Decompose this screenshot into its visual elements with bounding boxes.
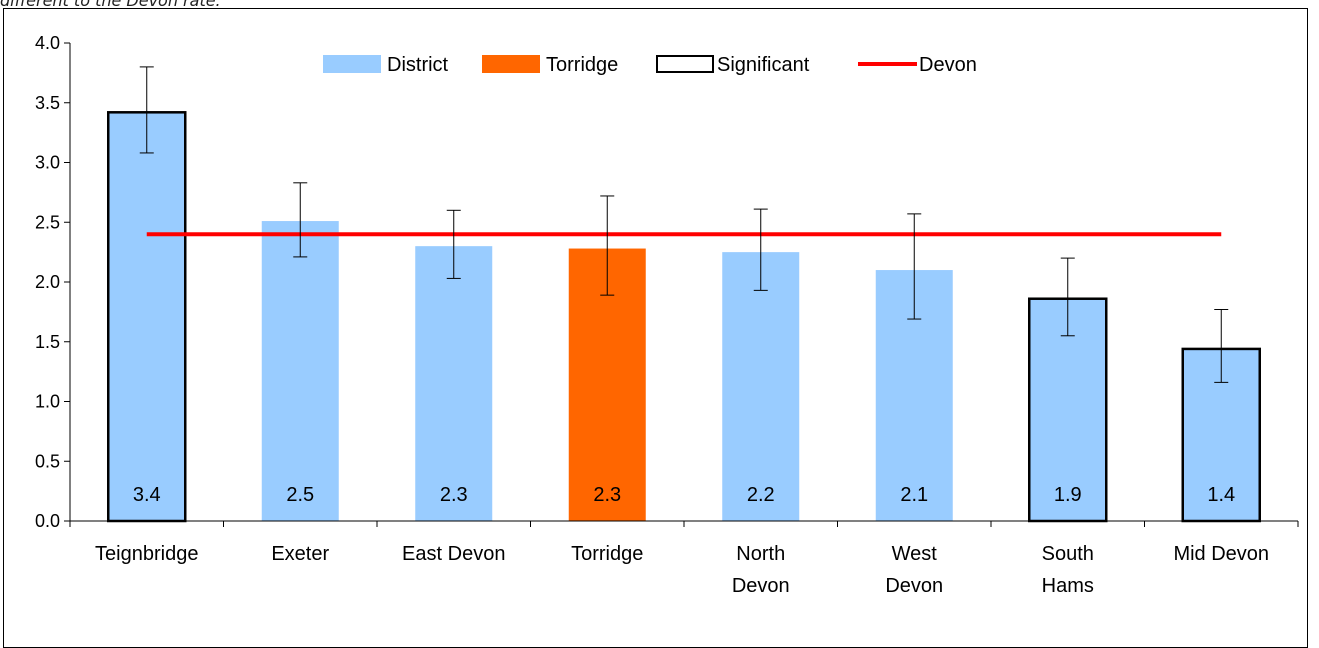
y-tick-label: 0.0 bbox=[35, 511, 60, 531]
x-tick-label: North bbox=[736, 543, 785, 565]
bar bbox=[107, 111, 187, 523]
y-tick-label: 2.5 bbox=[35, 212, 60, 232]
legend: District Torridge Significant Devon bbox=[313, 44, 1033, 84]
data-label: 2.2 bbox=[747, 484, 775, 506]
data-label: 1.4 bbox=[1207, 484, 1235, 506]
x-tick-label: Exeter bbox=[271, 543, 329, 565]
data-label: 2.3 bbox=[440, 484, 468, 506]
x-tick-label: Mid Devon bbox=[1173, 543, 1269, 565]
error-bars bbox=[139, 66, 1229, 383]
x-tick-label: Devon bbox=[885, 575, 943, 597]
x-tick-label: Devon bbox=[732, 575, 790, 597]
legend-label-torridge: Torridge bbox=[546, 54, 618, 76]
legend-swatch-significant bbox=[656, 55, 714, 73]
y-tick-label: 2.0 bbox=[35, 272, 60, 292]
x-tick-label: Hams bbox=[1042, 575, 1094, 597]
legend-swatch-district bbox=[323, 55, 381, 73]
data-label: 2.5 bbox=[286, 484, 314, 506]
y-tick-label: 4.0 bbox=[35, 33, 60, 53]
data-label: 3.4 bbox=[133, 484, 161, 506]
bar bbox=[415, 246, 493, 521]
legend-label-district: District bbox=[387, 54, 449, 76]
y-tick-label: 1.5 bbox=[35, 332, 60, 352]
bar bbox=[722, 252, 800, 521]
bars bbox=[107, 111, 1261, 523]
y-tick-label: 3.5 bbox=[35, 93, 60, 113]
y-tick-label: 0.5 bbox=[35, 451, 60, 471]
y-tick-label: 3.0 bbox=[35, 153, 60, 173]
y-tick-label: 1.0 bbox=[35, 392, 60, 412]
x-tick-label: Teignbridge bbox=[95, 543, 198, 565]
value-labels: 3.4 2.5 2.3 2.3 2.2 2.1 1.9 1.4 bbox=[133, 484, 1235, 506]
data-label: 2.3 bbox=[593, 484, 621, 506]
data-label: 1.9 bbox=[1054, 484, 1082, 506]
x-tick-label: West bbox=[892, 543, 938, 565]
legend-label-significant: Significant bbox=[717, 54, 810, 76]
axes: 0.0 0.5 1.0 1.5 2.0 2.5 3.0 3.5 4.0 Teignbridge Ex… bbox=[35, 33, 1299, 597]
legend-label-devon: Devon bbox=[919, 54, 977, 76]
bar-chart: 3.4 2.5 2.3 2.3 2.2 2.1 1.9 1.4 0.0 0.5 1.0 1.5 2.0… bbox=[35, 33, 1299, 597]
caption: different to the Devon rate. bbox=[0, 0, 221, 10]
x-tick-label: Torridge bbox=[571, 543, 643, 565]
legend-swatch-torridge bbox=[482, 55, 540, 73]
bar bbox=[261, 221, 339, 521]
x-tick-label: South bbox=[1042, 543, 1094, 565]
data-label: 2.1 bbox=[900, 484, 928, 506]
x-tick-label: East Devon bbox=[402, 543, 505, 565]
